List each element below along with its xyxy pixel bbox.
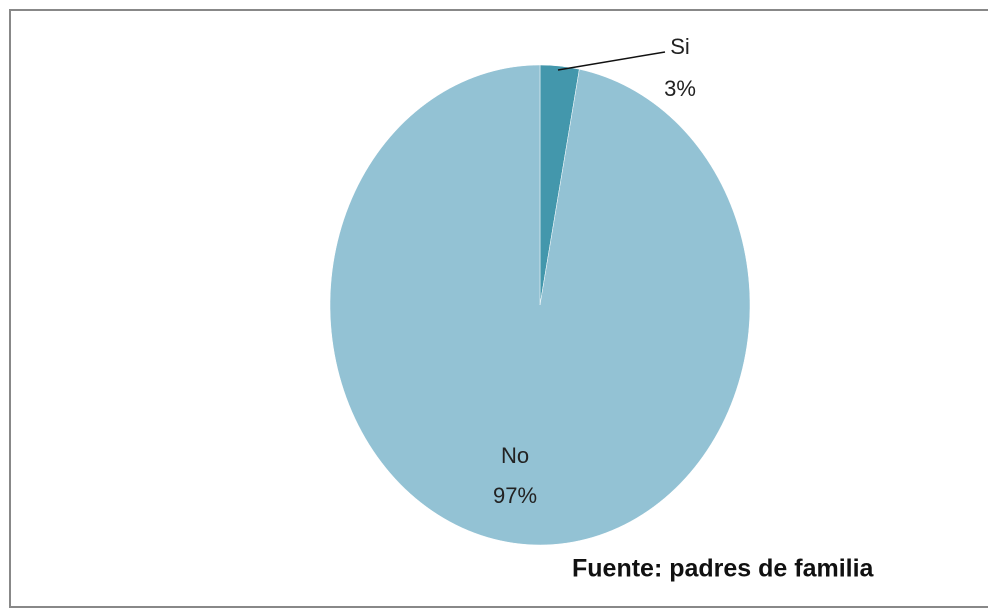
slice-label: No xyxy=(501,443,529,468)
pie-slice xyxy=(329,64,751,546)
slice-label: Si xyxy=(670,34,690,59)
source-note: Fuente: padres de familia xyxy=(572,555,875,583)
leader-line xyxy=(557,51,666,71)
slice-value-label: 3% xyxy=(664,76,696,101)
slice-value-label: 97% xyxy=(493,483,537,508)
